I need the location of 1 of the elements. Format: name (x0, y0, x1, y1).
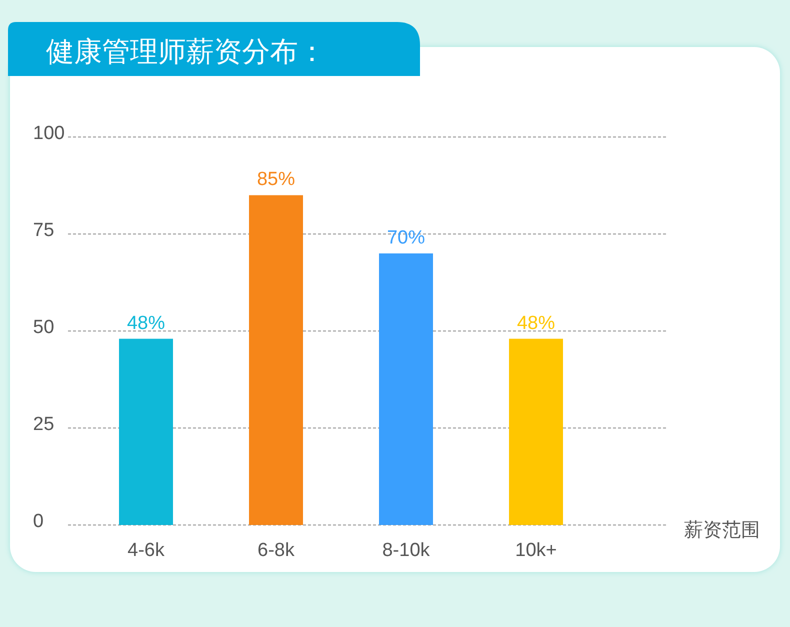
title: 健康管理师薪资分布： (46, 36, 326, 67)
